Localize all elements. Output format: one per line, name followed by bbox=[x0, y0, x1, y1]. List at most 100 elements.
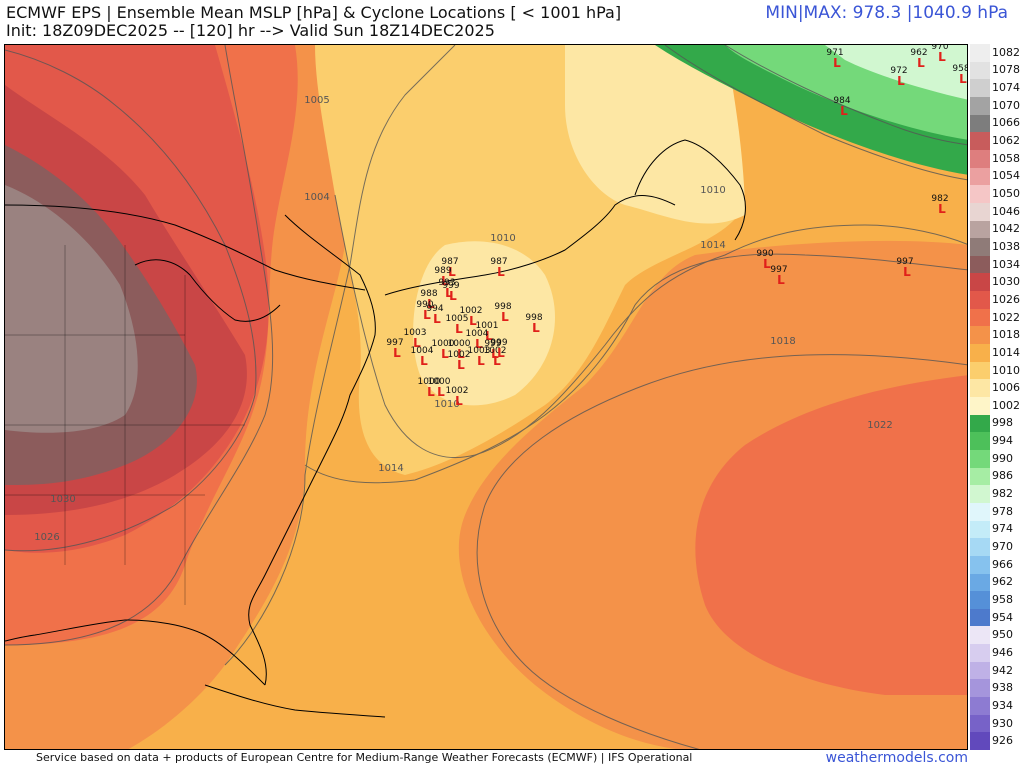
great-lakes-outline bbox=[134, 259, 281, 322]
colorbar-label: 962 bbox=[992, 575, 1013, 589]
cyclone-pressure-label: 1003 bbox=[404, 328, 427, 338]
field-1006-low bbox=[565, 45, 745, 224]
colorbar-swatch bbox=[970, 414, 990, 433]
cyclone-pressure-label: 989 bbox=[434, 266, 451, 276]
colorbar-swatch bbox=[970, 167, 990, 186]
colorbar-swatch bbox=[970, 379, 990, 398]
colorbar-swatch bbox=[970, 555, 990, 574]
colorbar-label: 974 bbox=[992, 522, 1013, 536]
colorbar-swatch bbox=[970, 732, 990, 751]
colorbar-swatch bbox=[970, 502, 990, 522]
cyclone-pressure-label: 982 bbox=[931, 194, 948, 204]
low-pressure-marker: L bbox=[491, 347, 499, 361]
isobar-label: 1018 bbox=[770, 336, 795, 347]
colorbar-swatch bbox=[970, 397, 990, 416]
colorbar-swatch bbox=[970, 344, 990, 363]
low-pressure-marker: L bbox=[897, 74, 905, 88]
colorbar-label: 994 bbox=[992, 434, 1013, 448]
field-1006-low2 bbox=[413, 241, 555, 406]
low-pressure-marker: L bbox=[420, 354, 428, 368]
low-pressure-marker: L bbox=[423, 308, 431, 322]
isobar-1022 bbox=[476, 354, 967, 749]
gulf-coastline bbox=[5, 619, 266, 686]
cyclone-pressure-label: 1005 bbox=[446, 314, 469, 324]
colorbar-swatch bbox=[970, 273, 990, 292]
low-pressure-marker: L bbox=[917, 56, 925, 70]
isobar-1030 bbox=[5, 49, 257, 552]
cyclone-pressure-label: 997 bbox=[386, 338, 403, 348]
low-pressure-marker: L bbox=[959, 72, 967, 86]
low-pressure-marker: L bbox=[445, 286, 453, 300]
colorbar-swatch bbox=[970, 220, 990, 239]
colorbar-swatch bbox=[970, 308, 990, 327]
east-coast-coastline bbox=[248, 214, 376, 686]
colorbar-label: 930 bbox=[992, 716, 1013, 730]
colorbar-label: 1030 bbox=[992, 275, 1020, 289]
colorbar-label: 958 bbox=[992, 592, 1013, 606]
colorbar-label: 1058 bbox=[992, 151, 1020, 165]
isobar-label: 1022 bbox=[867, 420, 892, 431]
isobar-label: 1010 bbox=[434, 399, 459, 410]
colorbar-label: 1026 bbox=[992, 292, 1020, 306]
colorbar-swatch bbox=[970, 644, 990, 663]
colorbar-label: 986 bbox=[992, 469, 1013, 483]
field-1038-west bbox=[5, 185, 138, 433]
isobar-990 bbox=[724, 45, 967, 146]
field-982 bbox=[825, 45, 967, 100]
colorbar-swatch bbox=[970, 573, 990, 592]
colorbar-swatch bbox=[970, 149, 990, 169]
isobar-label: 1030 bbox=[50, 494, 75, 505]
cyclone-pressure-label: 1002 bbox=[448, 350, 471, 360]
low-pressure-marker: L bbox=[938, 202, 946, 216]
isobar-label: 1010 bbox=[490, 233, 515, 244]
low-pressure-marker: L bbox=[393, 346, 401, 360]
colorbar-swatch bbox=[970, 44, 990, 63]
low-pressure-marker: L bbox=[777, 273, 785, 287]
cyclone-pressure-label: 962 bbox=[910, 48, 927, 58]
low-pressure-marker: L bbox=[433, 312, 441, 326]
colorbar-swatch bbox=[970, 361, 990, 380]
low-pressure-marker: L bbox=[903, 265, 911, 279]
colorbar-label: 1046 bbox=[992, 204, 1020, 218]
colorbar-swatch bbox=[970, 608, 990, 627]
init-valid-time: Init: 18Z09DEC2025 -- [120] hr --> Valid… bbox=[6, 21, 495, 40]
colorbar-label: 1074 bbox=[992, 81, 1020, 95]
low-pressure-marker: L bbox=[455, 394, 463, 408]
isobar-label: 1014 bbox=[700, 240, 725, 251]
colorbar-label: 942 bbox=[992, 663, 1013, 677]
low-pressure-marker: L bbox=[469, 314, 477, 328]
colorbar-swatch bbox=[970, 485, 990, 504]
brand-link[interactable]: weathermodels.com bbox=[825, 750, 968, 766]
low-pressure-marker: L bbox=[457, 358, 465, 372]
colorbar-label: 990 bbox=[992, 451, 1013, 465]
low-pressure-marker: L bbox=[457, 347, 465, 361]
cyclone-pressure-label: 1003 bbox=[468, 346, 491, 356]
isobar-label: 1010 bbox=[700, 185, 725, 196]
pressure-colorbar: 1082 1078 1074 1070 1066 1062 1058 1054 1050 1046… bbox=[968, 44, 1024, 751]
low-pressure-marker: L bbox=[477, 354, 485, 368]
low-pressure-marker: L bbox=[763, 257, 771, 271]
colorbar-label: 1078 bbox=[992, 63, 1020, 77]
isobar-label: 1004 bbox=[304, 192, 329, 203]
colorbar-swatch bbox=[970, 238, 990, 257]
colorbar-label: 982 bbox=[992, 487, 1013, 501]
colorbar-swatch bbox=[970, 326, 990, 345]
cyclone-pressure-label: 998 bbox=[525, 313, 542, 323]
colorbar-label: 1002 bbox=[992, 398, 1020, 412]
